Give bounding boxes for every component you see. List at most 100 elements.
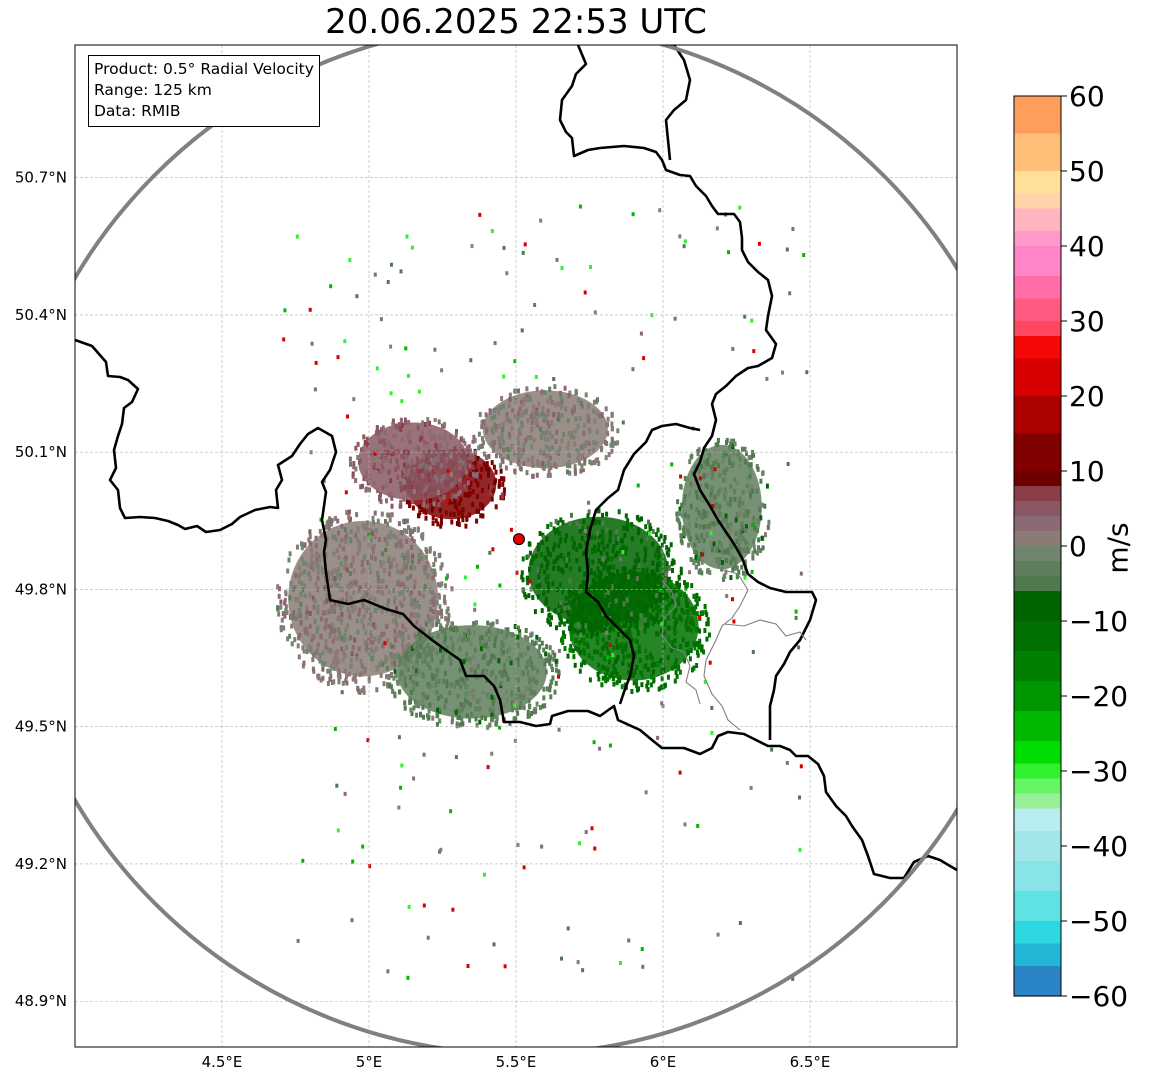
echo-pixel bbox=[355, 512, 359, 518]
echo-pixel bbox=[330, 663, 334, 669]
echo-pixel bbox=[542, 695, 546, 701]
echo-speckle-pixel bbox=[533, 303, 537, 307]
echo-pixel bbox=[694, 564, 698, 570]
echo-pixel bbox=[587, 653, 591, 659]
echo-pixel bbox=[445, 609, 449, 615]
echo-pixel bbox=[460, 508, 464, 514]
echo-pixel bbox=[597, 461, 601, 466]
echo-pixel bbox=[735, 512, 739, 518]
echo-pixel bbox=[693, 625, 697, 631]
echo-speckle-pixel bbox=[555, 257, 559, 262]
echo-speckle-pixel bbox=[583, 529, 587, 533]
echo-pixel bbox=[428, 420, 431, 426]
echo-pixel bbox=[655, 598, 659, 604]
echo-pixel bbox=[453, 479, 457, 485]
border-region-b bbox=[661, 579, 701, 705]
echo-pixel bbox=[390, 661, 394, 667]
echo-pixel bbox=[314, 535, 318, 541]
echo-pixel bbox=[723, 574, 727, 579]
echo-pixel bbox=[519, 669, 523, 675]
echo-pixel bbox=[516, 634, 520, 640]
echo-pixel bbox=[416, 425, 420, 431]
echo-pixel bbox=[593, 580, 597, 586]
echo-pixel bbox=[508, 448, 512, 453]
echo-pixel bbox=[442, 494, 446, 500]
echo-pixel bbox=[396, 448, 400, 454]
echo-pixel bbox=[411, 686, 415, 692]
echo-pixel bbox=[600, 413, 604, 419]
border-france-south bbox=[75, 338, 957, 880]
echo-pixel bbox=[395, 622, 399, 628]
echo-pixel bbox=[714, 442, 718, 448]
echo-pixel bbox=[550, 420, 554, 426]
echo-pixel bbox=[353, 674, 356, 680]
echo-pixel bbox=[659, 658, 663, 664]
echo-pixel bbox=[337, 659, 341, 665]
echo-pixel bbox=[511, 632, 515, 638]
echo-speckle-pixel bbox=[346, 414, 349, 419]
echo-pixel bbox=[482, 451, 486, 457]
echo-pixel bbox=[596, 397, 599, 403]
echo-speckle-pixel bbox=[664, 572, 668, 577]
echo-region-outbound-near bbox=[520, 508, 683, 639]
echo-pixel bbox=[662, 538, 666, 544]
echo-pixel bbox=[625, 526, 629, 532]
echo-pixel bbox=[357, 688, 361, 694]
echo-pixel bbox=[376, 666, 379, 672]
echo-pixel bbox=[603, 656, 607, 662]
echo-pixel bbox=[450, 621, 454, 627]
echo-pixel bbox=[541, 461, 545, 466]
echo-pixel bbox=[446, 620, 450, 626]
echo-pixel bbox=[381, 643, 385, 649]
echo-pixel bbox=[402, 462, 406, 468]
echo-pixel bbox=[552, 656, 556, 662]
gridlines bbox=[75, 45, 957, 1047]
echo-pixel bbox=[750, 488, 754, 494]
echo-pixel bbox=[504, 672, 508, 677]
echo-pixel bbox=[413, 699, 417, 705]
echo-pixel bbox=[396, 464, 400, 470]
echo-speckle-pixel bbox=[636, 483, 640, 488]
echo-pixel bbox=[386, 638, 390, 644]
echo-pixel bbox=[560, 413, 564, 418]
echo-speckle-pixel bbox=[799, 571, 803, 576]
echo-pixel bbox=[635, 576, 639, 581]
echo-pixel bbox=[588, 598, 592, 604]
echo-pixel bbox=[516, 625, 520, 631]
echo-pixel bbox=[409, 675, 413, 680]
echo-speckle-pixel bbox=[621, 420, 625, 425]
echo-region-neutral-west bbox=[276, 509, 454, 695]
echo-pixel bbox=[605, 422, 609, 428]
echo-pixel bbox=[720, 560, 724, 565]
echo-pixel bbox=[543, 661, 547, 667]
echo-speckle-pixel bbox=[400, 763, 404, 768]
colorbar-tick-label: 0 bbox=[1069, 530, 1087, 563]
echo-pixel bbox=[510, 693, 514, 699]
echo-pixel bbox=[588, 587, 592, 593]
echo-pixel bbox=[490, 415, 494, 421]
echo-pixel bbox=[660, 676, 664, 682]
echo-pixel bbox=[694, 558, 698, 564]
echo-pixel bbox=[395, 542, 399, 548]
echo-pixel bbox=[575, 546, 579, 552]
echo-pixel bbox=[647, 617, 651, 623]
echo-pixel bbox=[567, 393, 571, 399]
echo-pixel bbox=[439, 693, 443, 699]
echo-pixel bbox=[598, 533, 601, 539]
echo-speckle-pixel bbox=[660, 622, 664, 627]
echo-pixel bbox=[312, 560, 316, 566]
echo-pixel bbox=[469, 452, 473, 458]
echo-pixel bbox=[502, 447, 506, 453]
echo-pixel bbox=[414, 663, 418, 669]
echo-speckle-pixel bbox=[424, 622, 428, 627]
echo-pixel bbox=[752, 516, 756, 521]
echo-pixel bbox=[742, 513, 746, 519]
echo-pixel bbox=[363, 440, 367, 445]
echo-pixel bbox=[520, 423, 524, 429]
echo-pixel bbox=[612, 574, 616, 579]
echo-pixel bbox=[476, 482, 480, 488]
echo-pixel bbox=[673, 645, 677, 651]
echo-speckle-pixel bbox=[751, 522, 755, 527]
echo-pixel bbox=[513, 624, 517, 629]
echo-pixel bbox=[581, 620, 585, 626]
